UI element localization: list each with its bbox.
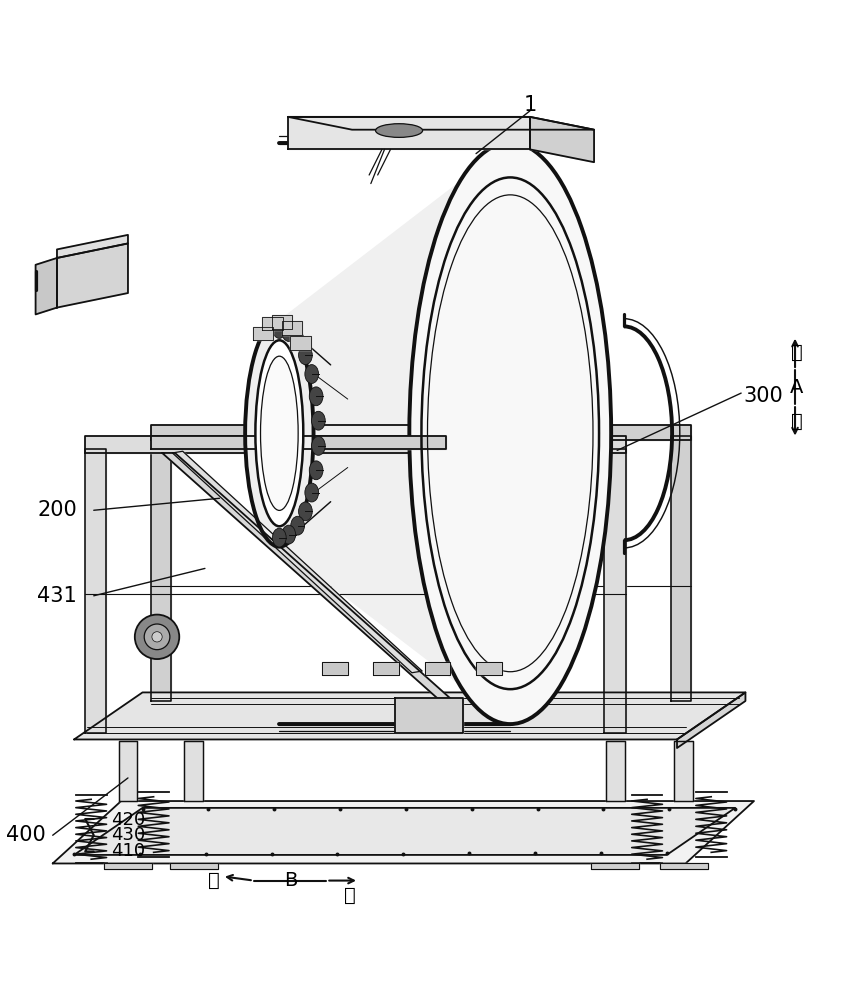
Ellipse shape — [305, 365, 318, 383]
Polygon shape — [57, 235, 128, 258]
Polygon shape — [184, 741, 203, 801]
Polygon shape — [395, 698, 463, 733]
Polygon shape — [118, 741, 137, 801]
Polygon shape — [281, 321, 302, 335]
Text: A: A — [790, 378, 803, 397]
Polygon shape — [170, 863, 218, 869]
Polygon shape — [151, 436, 446, 449]
Polygon shape — [660, 863, 708, 869]
Ellipse shape — [299, 346, 312, 365]
Polygon shape — [530, 117, 594, 162]
Ellipse shape — [256, 340, 303, 526]
Ellipse shape — [261, 356, 298, 510]
Text: 420: 420 — [111, 811, 145, 829]
Polygon shape — [74, 808, 735, 855]
Polygon shape — [288, 117, 530, 149]
Ellipse shape — [282, 323, 296, 341]
Ellipse shape — [311, 411, 325, 430]
Ellipse shape — [311, 436, 325, 455]
Ellipse shape — [376, 124, 423, 137]
Polygon shape — [674, 741, 693, 801]
Polygon shape — [476, 662, 502, 675]
Polygon shape — [288, 117, 594, 130]
Polygon shape — [57, 243, 128, 308]
Polygon shape — [253, 327, 274, 340]
Text: 400: 400 — [6, 825, 45, 845]
Ellipse shape — [152, 632, 162, 642]
Polygon shape — [172, 451, 422, 673]
Text: 1: 1 — [523, 95, 536, 115]
Polygon shape — [151, 425, 691, 440]
Ellipse shape — [245, 320, 313, 547]
Polygon shape — [162, 453, 450, 698]
Polygon shape — [373, 662, 399, 675]
Polygon shape — [74, 692, 746, 739]
Polygon shape — [606, 741, 625, 801]
Polygon shape — [272, 315, 293, 329]
Ellipse shape — [144, 624, 170, 650]
Ellipse shape — [273, 320, 287, 338]
Polygon shape — [85, 436, 625, 453]
Polygon shape — [151, 436, 171, 701]
Text: 410: 410 — [111, 842, 145, 860]
Ellipse shape — [291, 516, 305, 535]
Text: 430: 430 — [111, 826, 145, 844]
Ellipse shape — [309, 461, 323, 480]
Polygon shape — [425, 662, 450, 675]
Ellipse shape — [409, 143, 611, 724]
Polygon shape — [677, 692, 746, 748]
Text: 431: 431 — [37, 586, 77, 606]
Polygon shape — [280, 143, 611, 724]
Ellipse shape — [309, 387, 323, 406]
Text: 200: 200 — [37, 500, 77, 520]
Polygon shape — [262, 317, 282, 330]
Polygon shape — [591, 863, 639, 869]
Text: 下: 下 — [791, 412, 802, 431]
Text: 上: 上 — [791, 343, 802, 362]
Polygon shape — [290, 336, 311, 350]
Polygon shape — [85, 449, 106, 733]
Text: 300: 300 — [744, 386, 783, 406]
Text: B: B — [284, 871, 297, 890]
Polygon shape — [52, 801, 754, 863]
Polygon shape — [322, 662, 347, 675]
Ellipse shape — [299, 502, 312, 521]
Ellipse shape — [291, 332, 305, 350]
Polygon shape — [35, 258, 57, 314]
Polygon shape — [604, 449, 625, 733]
Polygon shape — [671, 436, 691, 701]
Text: 前: 前 — [344, 886, 356, 905]
Text: 后: 后 — [208, 871, 220, 890]
Ellipse shape — [135, 615, 179, 659]
Ellipse shape — [282, 525, 296, 544]
Polygon shape — [104, 863, 152, 869]
Ellipse shape — [273, 528, 287, 547]
Ellipse shape — [305, 483, 318, 502]
